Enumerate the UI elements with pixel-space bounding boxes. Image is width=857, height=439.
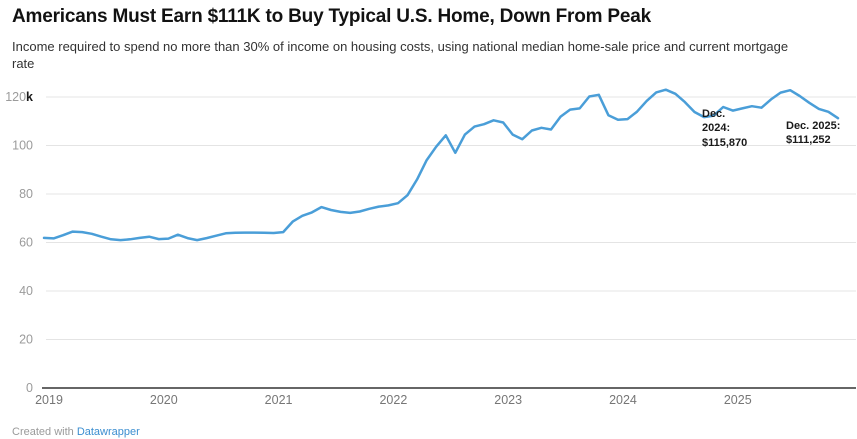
y-tick-label: 0 xyxy=(26,381,33,395)
x-tick-label: 2024 xyxy=(609,393,637,407)
x-tick-label: 2023 xyxy=(494,393,522,407)
chart-subtitle: Income required to spend no more than 30… xyxy=(12,38,789,71)
annotation-dec-2025: Dec. 2025: $111,252 xyxy=(786,120,841,147)
chart-header: Americans Must Earn $111K to Buy Typical… xyxy=(12,5,832,72)
x-tick-label: 2020 xyxy=(150,393,178,407)
chart-title: Americans Must Earn $111K to Buy Typical… xyxy=(12,6,651,27)
y-tick-label: 120k xyxy=(5,90,33,104)
x-tick-label: 2022 xyxy=(379,393,407,407)
y-tick-label: 80 xyxy=(19,187,33,201)
y-tick-label: 20 xyxy=(19,333,33,347)
footer-attribution: Created with Datawrapper xyxy=(12,426,140,438)
annotation-dec-2024: Dec. 2024: $115,870 xyxy=(702,108,748,149)
y-tick-label: 40 xyxy=(19,284,33,298)
y-tick-label: 100 xyxy=(12,139,33,153)
datawrapper-link[interactable]: Datawrapper xyxy=(76,426,140,438)
x-tick-label: 2025 xyxy=(724,393,752,407)
income-required-line-series xyxy=(42,88,840,242)
x-tick-label: 2019 xyxy=(35,393,63,407)
created-with-label: Created with xyxy=(12,426,77,438)
x-tick-label: 2021 xyxy=(265,393,293,407)
y-tick-label: 60 xyxy=(19,236,33,250)
